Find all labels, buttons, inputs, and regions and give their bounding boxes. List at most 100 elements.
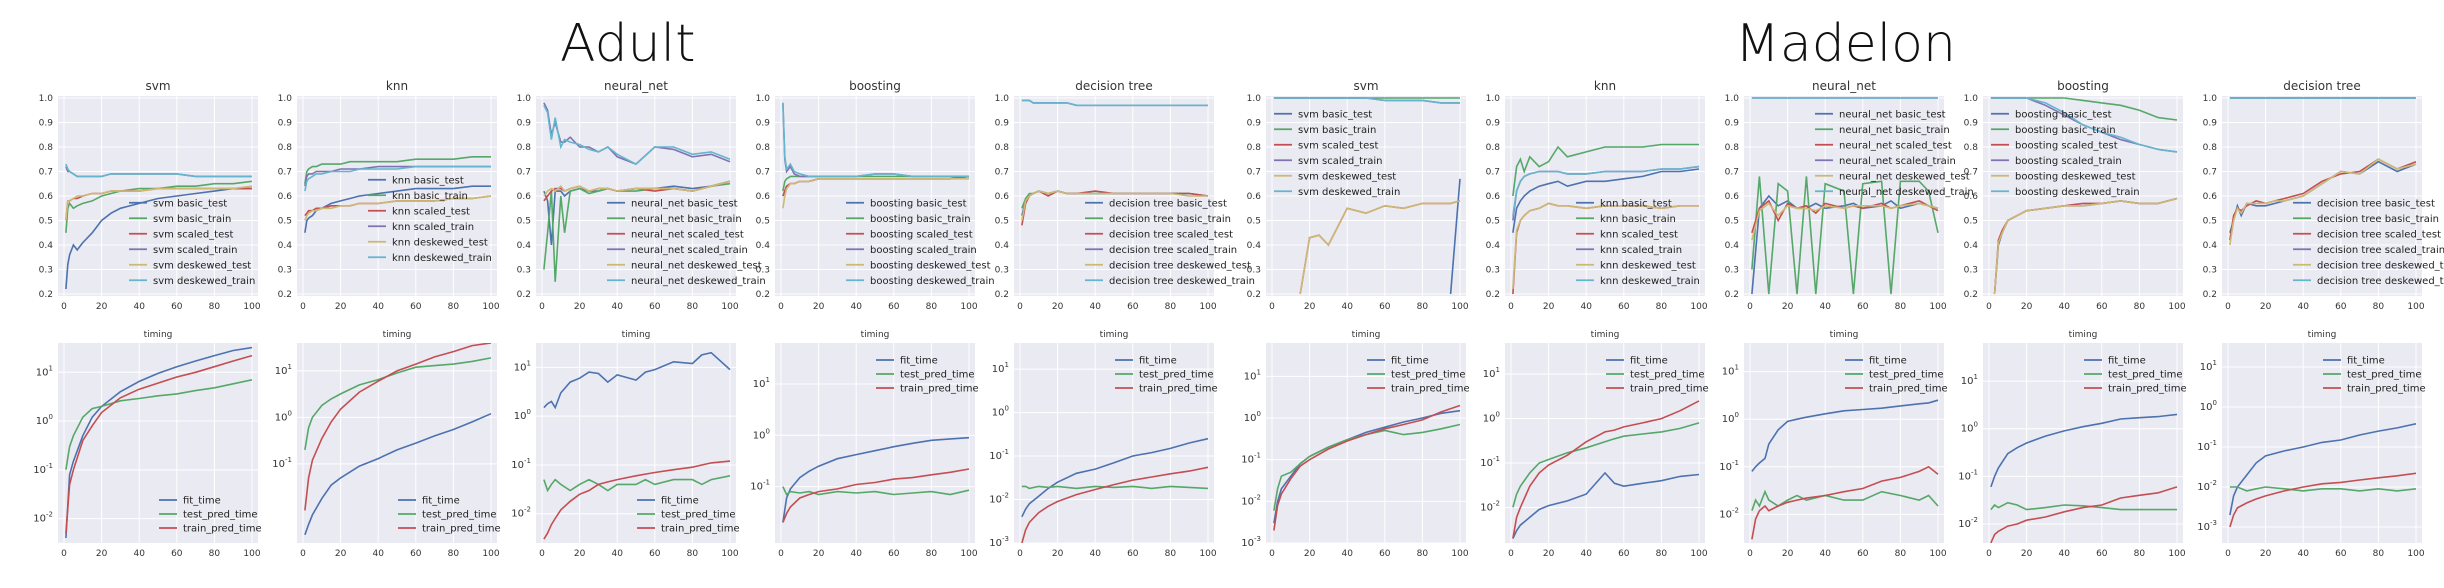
y-tick-label: 0.2	[995, 290, 1009, 300]
tick-exponent: -2	[1254, 493, 1261, 501]
tick-exponent: 0	[1974, 421, 1978, 429]
tick-exponent: -2	[1002, 492, 1009, 500]
y-tick-label: 0.6	[756, 192, 771, 202]
y-tick-label: 101	[753, 376, 770, 390]
series-line-fit-time	[65, 346, 253, 539]
y-tick-label: 0.5	[756, 217, 770, 227]
tick-exponent: 0	[49, 413, 53, 421]
x-tick-label: 60	[2335, 302, 2347, 312]
tick-base: 10	[1241, 455, 1254, 466]
y-tick-label: 100	[1722, 411, 1739, 425]
y-tick-label: 0.2	[2203, 290, 2217, 300]
tick-base: 10	[1483, 414, 1496, 425]
series-line-boosting-deskewed-test	[1993, 197, 2178, 295]
tick-exponent: 1	[1974, 373, 1978, 381]
tick-base: 10	[1480, 502, 1493, 513]
series-line-test-pred-time	[1021, 485, 1209, 490]
tick-base: 10	[36, 416, 49, 427]
series-line-test-pred-time	[1273, 423, 1461, 511]
tick-exponent: -2	[1971, 516, 1978, 524]
x-tick-label: 60	[1618, 549, 1630, 559]
y-tick-label: 0.2	[39, 290, 53, 300]
x-tick-label: 60	[1379, 549, 1391, 559]
legend-label: test_pred_time	[1869, 370, 1944, 381]
x-tick-label: 100	[960, 302, 977, 312]
x-tick-label: 100	[1199, 302, 1216, 312]
series-line-knn-basic-test	[1512, 168, 1700, 233]
series-line-test-pred-time	[65, 379, 253, 470]
series-line-neural-net-deskewed-test	[1751, 202, 1939, 241]
x-tick-label: 20	[1782, 549, 1794, 559]
legend-label: neural_net scaled_train	[631, 245, 748, 256]
legend-label: boosting scaled_test	[870, 229, 973, 240]
y-tick-label: 0.3	[517, 266, 531, 276]
y-tick-label: 0.6	[517, 192, 532, 202]
legend-label: neural_net deskewed_train	[631, 276, 766, 287]
tick-exponent: -1	[1971, 468, 1978, 476]
x-tick-label: 20	[813, 302, 825, 312]
x-tick-label: 60	[1127, 549, 1139, 559]
y-tick-label: 1.0	[995, 94, 1010, 104]
legend-label: boosting deskewed_test	[870, 260, 991, 271]
legend-label: boosting basic_test	[870, 198, 967, 209]
legend-label: svm scaled_train	[153, 245, 237, 256]
tick-base: 10	[1958, 471, 1971, 482]
y-tick-label: 0.8	[1964, 143, 1979, 153]
tick-base: 10	[36, 367, 49, 378]
legend-label: knn scaled_train	[392, 222, 474, 233]
legend-label: svm basic_test	[1298, 109, 1372, 120]
x-tick-label: 40	[1819, 302, 1831, 312]
x-tick-label: 40	[2058, 302, 2070, 312]
y-tick-label: 100	[1961, 421, 1978, 435]
chart-panel-adult-accuracy-3: 0.2 0.3 0.4 0.5 0.6 0.7 0.8 0.9 1.0 0 20 40 60 80 100 b…	[756, 79, 995, 312]
x-tick-label: 0	[778, 549, 784, 559]
tick-exponent: -2	[1732, 506, 1739, 514]
legend-label: svm deskewed_test	[1298, 171, 1396, 182]
section-title-madelon: Madelon	[1735, 14, 1956, 74]
x-tick-label: 60	[2096, 549, 2108, 559]
y-tick-label: 0.7	[1964, 167, 1978, 177]
tick-base: 10	[1241, 538, 1254, 549]
legend-label: neural_net basic_train	[631, 214, 742, 225]
tick-base: 10	[2200, 362, 2213, 373]
y-tick-label: 0.3	[1486, 266, 1500, 276]
x-tick-label: 20	[1543, 302, 1555, 312]
chart-title: boosting	[2057, 79, 2109, 93]
y-tick-label: 1.0	[39, 94, 54, 104]
x-tick-label: 60	[888, 302, 900, 312]
x-tick-label: 100	[1451, 549, 1468, 559]
tick-exponent: -1	[2210, 439, 2217, 447]
chart-title: timing	[1830, 330, 1859, 340]
x-tick-label: 80	[1895, 302, 1907, 312]
legend-label: decision tree basic_test	[1109, 198, 1227, 209]
y-tick-label: 100	[514, 408, 531, 422]
y-tick-label: 1.0	[2203, 94, 2218, 104]
x-tick-label: 40	[850, 549, 862, 559]
legend-label: train_pred_time	[1391, 384, 1470, 395]
x-tick-label: 0	[61, 302, 67, 312]
y-tick-label: 0.6	[278, 192, 293, 202]
tick-exponent: 0	[1735, 411, 1739, 419]
legend-label: knn scaled_test	[392, 206, 470, 217]
y-tick-label: 100	[1483, 411, 1500, 425]
x-tick-label: 20	[2021, 302, 2033, 312]
legend-label: train_pred_time	[2347, 384, 2426, 395]
y-tick-label: 10-2	[511, 506, 531, 520]
tick-exponent: 1	[527, 359, 531, 367]
chart-title: timing	[1100, 330, 1129, 340]
x-tick-label: 60	[1857, 302, 1869, 312]
legend-label: train_pred_time	[2108, 384, 2187, 395]
tick-exponent: -3	[1002, 535, 1009, 543]
y-tick-label: 10-1	[750, 479, 770, 493]
y-tick-label: 0.4	[1964, 241, 1979, 251]
y-tick-label: 10-2	[1241, 493, 1261, 507]
y-tick-label: 0.5	[1486, 217, 1500, 227]
series-line-boosting-deskewed-test	[782, 178, 969, 209]
x-tick-label: 0	[1747, 302, 1753, 312]
tick-base: 10	[1719, 509, 1732, 520]
x-tick-label: 20	[574, 549, 586, 559]
y-tick-label: 0.2	[1964, 290, 1978, 300]
